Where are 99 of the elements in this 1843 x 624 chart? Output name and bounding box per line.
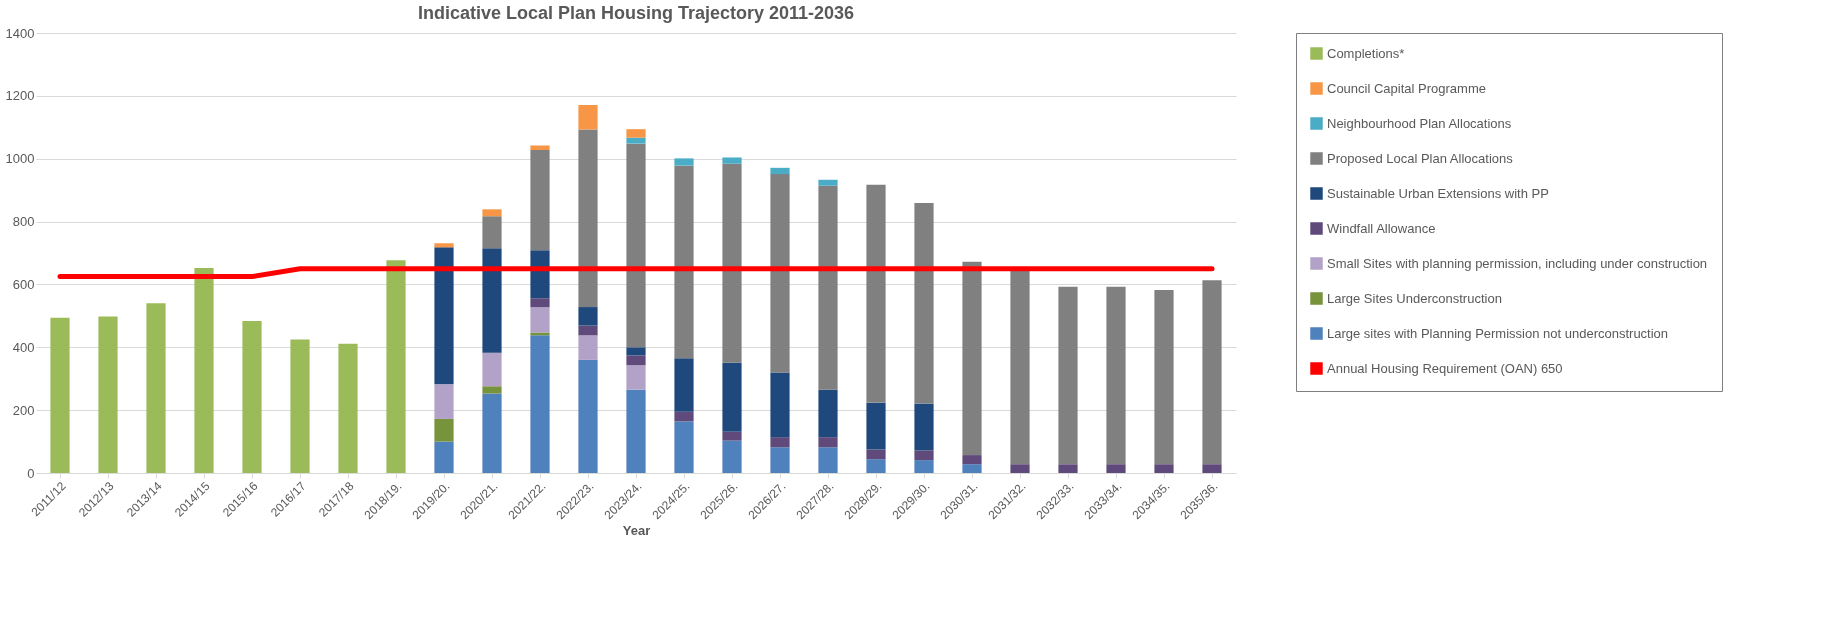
bar	[1010, 270, 1030, 465]
bar	[194, 268, 214, 473]
bar	[1058, 286, 1078, 465]
legend-label: Completions*	[1327, 45, 1405, 61]
bar	[98, 316, 118, 473]
bar	[386, 260, 406, 473]
bar	[242, 320, 262, 473]
y-tick-label: 1000	[5, 151, 35, 167]
bar	[434, 441, 454, 473]
bar	[770, 372, 790, 438]
bar	[1202, 464, 1222, 473]
bar	[530, 307, 550, 333]
bar	[674, 421, 694, 473]
legend-label: Neighbourhood Plan Allocations	[1327, 115, 1512, 131]
bar	[1106, 286, 1126, 465]
bar	[434, 418, 454, 442]
bar	[530, 298, 550, 308]
legend-label: Annual Housing Requirement (OAN) 650	[1327, 360, 1563, 376]
legend-label: Sustainable Urban Extensions with PP	[1327, 185, 1549, 201]
y-tick-label: 1400	[5, 25, 35, 41]
y-tick-label: 1200	[5, 88, 35, 104]
legend-label: Large sites with Planning Permission not underconstruction	[1327, 325, 1669, 341]
bar	[1154, 290, 1174, 465]
bar	[434, 243, 454, 248]
bar	[50, 317, 70, 473]
bar	[818, 389, 838, 438]
bar	[482, 393, 502, 473]
bar	[1058, 464, 1078, 473]
bar	[818, 447, 838, 473]
bar	[626, 355, 646, 366]
bar	[674, 358, 694, 412]
bar	[578, 129, 598, 308]
bar	[626, 137, 646, 144]
bar	[770, 174, 790, 373]
bar	[1202, 280, 1222, 465]
bar	[482, 248, 502, 353]
bar	[626, 143, 646, 348]
bar	[626, 347, 646, 356]
bar	[626, 389, 646, 473]
bar	[626, 365, 646, 390]
bar	[914, 203, 934, 404]
bar	[338, 343, 358, 473]
bar	[1010, 464, 1030, 473]
bar	[770, 167, 790, 175]
legend-label: Council Capital Programme	[1327, 80, 1486, 96]
bar	[578, 325, 598, 336]
bar	[866, 459, 886, 473]
bar	[1154, 464, 1174, 473]
bar	[578, 307, 598, 326]
y-tick-label: 400	[12, 339, 35, 355]
bar	[674, 411, 694, 422]
x-axis-title: Year	[622, 523, 651, 539]
bar	[1106, 464, 1126, 473]
bar	[866, 184, 886, 403]
bar	[290, 339, 310, 473]
chart-title: Indicative Local Plan Housing Trajectory 2011-2036	[417, 3, 855, 23]
bar	[962, 261, 982, 456]
legend-label: Windfall Allowance	[1327, 220, 1436, 236]
bar	[866, 402, 886, 450]
bar	[482, 352, 502, 387]
bar	[482, 386, 502, 394]
bar	[818, 185, 838, 390]
bar	[530, 149, 550, 251]
bar	[770, 447, 790, 473]
bar	[482, 209, 502, 217]
bar	[722, 440, 742, 473]
legend-label: Proposed Local Plan Allocations	[1327, 150, 1514, 166]
bar	[578, 359, 598, 473]
bar	[434, 247, 454, 385]
bar	[866, 449, 886, 460]
y-tick-label: 0	[27, 465, 35, 481]
bar	[578, 335, 598, 360]
bar	[530, 335, 550, 473]
bar	[818, 179, 838, 186]
bar	[770, 437, 790, 448]
bar	[722, 163, 742, 363]
bar	[914, 403, 934, 451]
bar	[578, 104, 598, 130]
bar	[626, 129, 646, 138]
bar	[962, 464, 982, 473]
bar	[674, 158, 694, 166]
bar	[722, 362, 742, 432]
legend-label: Small Sites with planning permission, including under construction	[1327, 255, 1708, 271]
bar	[530, 250, 550, 299]
bar	[434, 384, 454, 419]
y-tick-label: 200	[12, 402, 35, 418]
bar	[818, 437, 838, 448]
bar	[530, 145, 550, 150]
bar	[914, 450, 934, 461]
legend-label: Large Sites Underconstruction	[1327, 290, 1502, 306]
bar	[722, 431, 742, 441]
y-tick-label: 600	[12, 276, 35, 292]
bar	[962, 455, 982, 465]
bar	[722, 157, 742, 164]
bar	[674, 165, 694, 359]
y-tick-label: 800	[12, 214, 35, 230]
bar	[146, 303, 166, 473]
bar	[914, 460, 934, 473]
bar	[482, 216, 502, 249]
